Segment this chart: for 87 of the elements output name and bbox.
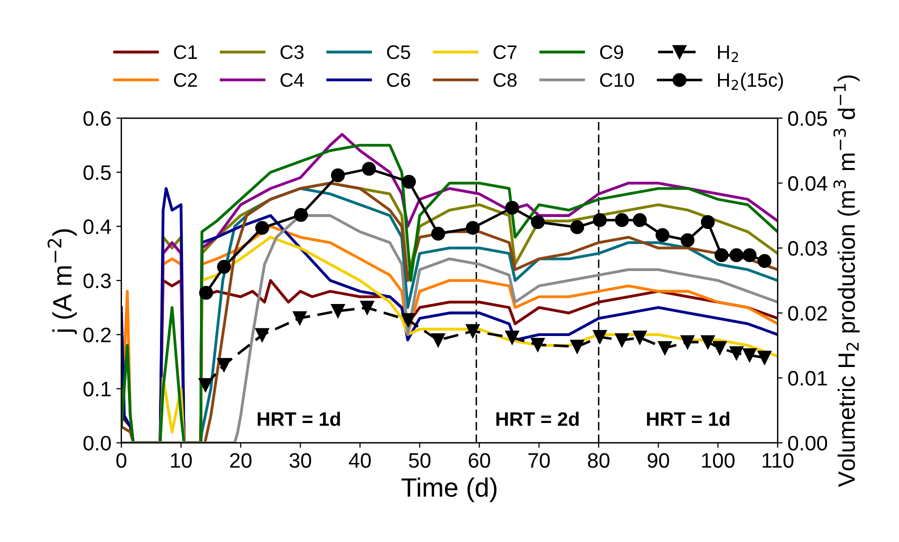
legend-label: C1 [174, 45, 197, 60]
x-tick-label: 80 [588, 453, 610, 468]
x-tick-label: 90 [648, 453, 670, 468]
legend-label: C7 [494, 45, 516, 60]
x-tick-label: 30 [290, 453, 312, 468]
point [199, 286, 214, 300]
legend-label: C2 [174, 73, 197, 87]
point [530, 215, 545, 229]
point [742, 248, 757, 262]
y-tick-label: 0.0 [84, 436, 111, 451]
annotation: HRT = 1d [647, 412, 730, 426]
point [402, 174, 416, 189]
point [330, 168, 345, 182]
y-tick-label: 0.2 [84, 328, 111, 342]
x-tick-label: 70 [528, 453, 550, 468]
annotation: HRT = 2d [496, 412, 579, 426]
y-tick-label: 0.5 [84, 165, 111, 180]
y2-tick-label: 0.02 [788, 306, 827, 321]
x-tick-label: 0 [116, 453, 126, 468]
point [632, 213, 647, 228]
y-tick-label: 0.3 [84, 273, 111, 288]
point [431, 333, 446, 348]
point [614, 333, 629, 348]
point [330, 304, 345, 318]
x-tick-label: 110 [762, 453, 794, 468]
x-tick-label: 60 [468, 453, 490, 468]
point [294, 208, 308, 222]
point [712, 341, 727, 355]
y-tick-label: 0.4 [84, 219, 112, 234]
y2-tick-label: 0.05 [788, 111, 828, 126]
point [758, 254, 772, 268]
x-tick-label: 20 [230, 453, 252, 468]
point [680, 233, 694, 248]
point [362, 162, 376, 176]
point [360, 300, 374, 315]
point [431, 226, 446, 241]
point [700, 335, 715, 350]
x-tick-label: 10 [171, 453, 192, 468]
point [255, 328, 270, 342]
legend-label: C6 [387, 73, 410, 87]
point [466, 220, 480, 235]
legend-label: H$_{2}$ [718, 45, 738, 62]
x-tick-label: 100 [702, 453, 735, 468]
point [401, 313, 416, 328]
y2-tick-label: 0.01 [788, 370, 827, 386]
legend-label: C8 [494, 73, 517, 87]
point [758, 350, 772, 365]
point [714, 248, 728, 262]
point [680, 335, 694, 350]
point [570, 340, 584, 354]
y-tick-label: 0.6 [84, 111, 111, 126]
y-axis-title: j (A m$^{−2}$) [48, 229, 77, 334]
point [742, 348, 757, 362]
legend-label: C5 [387, 45, 410, 60]
y2-tick-label: 0.04 [788, 176, 828, 191]
legend-label: C10 [600, 73, 634, 87]
y2-tick-label: 0.03 [788, 241, 827, 256]
point [292, 311, 307, 326]
point [614, 213, 629, 228]
point [255, 220, 270, 235]
point [505, 330, 520, 345]
legend-label: H$_{2}$(15c) [718, 72, 783, 91]
point [505, 200, 520, 215]
legend-label: C9 [600, 45, 624, 60]
legend-label: C3 [280, 45, 304, 60]
x-tick-label: 40 [348, 453, 371, 468]
y-tick-label: 0.1 [84, 382, 111, 396]
point [217, 358, 231, 372]
point [632, 330, 647, 345]
y2-tick-label: 0.00 [788, 436, 828, 451]
text: Volumetric H$_{2}$ production (m$^{3}$ m$^{−3}$ d$^{−1}$) [833, 75, 860, 487]
point [730, 248, 744, 262]
point [530, 338, 545, 352]
point [730, 346, 744, 360]
point [217, 260, 231, 274]
point [198, 378, 212, 392]
legend-label: C4 [280, 73, 304, 87]
point [656, 228, 670, 242]
x-axis-title: Time (d) [401, 478, 496, 502]
point [570, 220, 584, 234]
point [466, 324, 480, 338]
point [700, 215, 715, 229]
annotation: HRT = 1d [258, 412, 340, 426]
point [592, 330, 607, 344]
point [592, 213, 607, 228]
x-tick-label: 50 [408, 453, 430, 468]
point [658, 341, 672, 355]
